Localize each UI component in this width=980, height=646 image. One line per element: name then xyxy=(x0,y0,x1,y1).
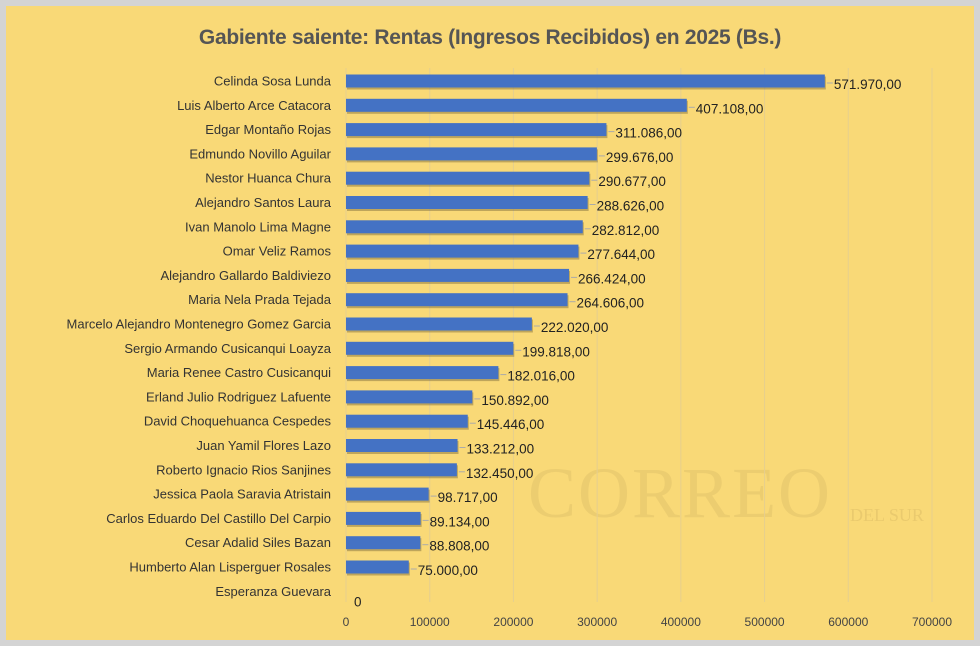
data-label: 299.676,00 xyxy=(606,150,674,165)
data-label: 288.626,00 xyxy=(597,199,665,214)
data-label: 277.644,00 xyxy=(587,247,655,262)
category-label: Humberto Alan Lisperguer Rosales xyxy=(129,560,331,575)
bar xyxy=(346,268,570,282)
data-label: 75.000,00 xyxy=(418,563,478,578)
category-label: Jessica Paola Saravia Atristain xyxy=(153,487,331,502)
data-label: 222.020,00 xyxy=(541,320,609,335)
bar xyxy=(346,463,457,477)
category-label: Edmundo Novillo Aguilar xyxy=(189,146,331,161)
category-label: Ivan Manolo Lima Magne xyxy=(185,219,331,234)
category-label: Edgar Montaño Rojas xyxy=(205,122,331,137)
watermark-logo-sub: DEL SUR xyxy=(850,505,924,525)
category-label: David Choquehuanca Cespedes xyxy=(144,414,332,429)
data-label: 264.606,00 xyxy=(577,296,645,311)
chart-title: Gabiente saiente: Rentas (Ingresos Recib… xyxy=(198,26,782,49)
data-label: 98.717,00 xyxy=(438,490,498,505)
category-label: Cesar Adalid Siles Bazan xyxy=(185,535,331,550)
category-label: Celinda Sosa Lunda xyxy=(214,74,332,89)
x-tick-label: 200000 xyxy=(493,615,533,629)
bar xyxy=(346,293,568,307)
data-label: 132.450,00 xyxy=(466,466,534,481)
data-label: 266.424,00 xyxy=(578,271,646,286)
data-label: 150.892,00 xyxy=(481,393,549,408)
data-label: 571.970,00 xyxy=(834,77,902,92)
category-label: Sergio Armando Cusicanqui Loayza xyxy=(124,341,331,356)
bar xyxy=(346,317,532,331)
data-label: 89.134,00 xyxy=(430,514,490,529)
bar xyxy=(346,220,583,234)
bar xyxy=(346,171,590,185)
x-tick-label: 400000 xyxy=(661,615,701,629)
bar xyxy=(346,98,687,112)
bar xyxy=(346,74,825,88)
data-label: 311.086,00 xyxy=(615,126,682,141)
watermark-logo: CORREO xyxy=(528,453,833,533)
category-label: Juan Yamil Flores Lazo xyxy=(196,438,331,453)
category-label: Maria Nela Prada Tejada xyxy=(188,292,332,307)
bar xyxy=(346,487,429,501)
x-tick-label: 100000 xyxy=(410,615,450,629)
data-label: 145.446,00 xyxy=(477,417,545,432)
bar xyxy=(346,511,421,525)
bar xyxy=(346,123,607,137)
category-label: Omar Veliz Ramos xyxy=(223,244,332,259)
bar xyxy=(346,439,458,452)
bar xyxy=(346,244,579,258)
data-label: 407.108,00 xyxy=(696,101,764,116)
category-label: Alejandro Gallardo Baldiviezo xyxy=(160,268,331,283)
bar xyxy=(346,560,409,574)
data-label: 282.812,00 xyxy=(592,223,660,238)
bar xyxy=(346,536,421,550)
bar xyxy=(346,147,597,161)
category-label: Alejandro Santos Laura xyxy=(195,195,332,210)
x-tick-label: 600000 xyxy=(828,615,868,629)
bar xyxy=(346,196,588,209)
category-label: Maria Renee Castro Cusicanqui xyxy=(147,365,331,380)
data-label: 182.016,00 xyxy=(507,369,575,384)
x-tick-label: 0 xyxy=(343,615,350,629)
data-label: 133.212,00 xyxy=(467,442,535,457)
category-label: Luis Alberto Arce Catacora xyxy=(177,98,332,113)
data-label: 290.677,00 xyxy=(598,174,666,189)
data-label: 88.808,00 xyxy=(429,539,489,554)
bar xyxy=(346,390,473,404)
category-label: Carlos Eduardo Del Castillo Del Carpio xyxy=(106,511,331,526)
data-label: 199.818,00 xyxy=(522,344,590,359)
bar xyxy=(346,414,468,428)
category-label: Esperanza Guevara xyxy=(215,584,331,599)
bar xyxy=(346,341,514,355)
x-tick-label: 700000 xyxy=(912,615,952,629)
category-label: Erland Julio Rodriguez Lafuente xyxy=(146,389,331,404)
x-tick-label: 500000 xyxy=(745,615,785,629)
category-label: Nestor Huanca Chura xyxy=(205,171,331,186)
data-label: 0 xyxy=(354,594,362,609)
bar xyxy=(346,366,499,380)
x-tick-label: 300000 xyxy=(577,615,617,629)
category-label: Marcelo Alejandro Montenegro Gomez Garci… xyxy=(67,317,332,332)
category-label: Roberto Ignacio Rios Sanjines xyxy=(156,462,331,477)
